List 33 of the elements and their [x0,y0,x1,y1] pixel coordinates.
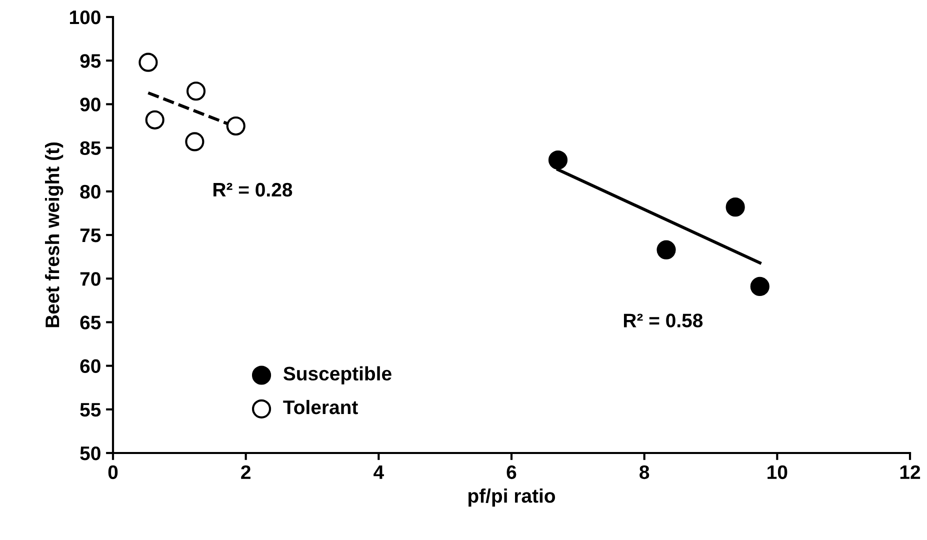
point [226,116,246,136]
point [145,110,164,130]
y-tick-label: 60 [80,359,100,374]
x-tick-label: 2 [241,465,250,479]
x-tick-label: 12 [900,465,920,479]
y-tick-label: 80 [80,184,100,199]
y-tick-label: 50 [80,446,100,460]
y-tick-label: 70 [80,272,100,286]
y-tick-label: 85 [80,141,101,156]
point [548,150,568,170]
point [750,276,770,296]
x-tick-label: 6 [506,465,516,480]
point [138,52,158,72]
y-tick-label: 75 [80,228,101,242]
x-axis-title: pf/pi ratio [468,488,556,507]
y-tick-label: 55 [80,403,101,417]
point [185,132,204,152]
point [656,240,676,260]
annotation: R² = 0.28 [214,182,292,197]
legend-label: Susceptible [283,366,392,384]
y-tick-label: 65 [80,316,101,330]
annotation: R² = 0.58 [624,314,703,328]
point [186,82,206,101]
y-tick-label: 95 [80,54,101,68]
x-tick-label: 0 [108,465,118,480]
y-tick-label: 100 [70,10,100,24]
x-tick-label: 8 [640,465,650,480]
legend-label: Tolerant [283,400,358,414]
point [726,198,745,217]
x-tick-label: 10 [768,465,788,480]
x-tick-label: 4 [374,466,384,479]
y-tick-label: 90 [80,98,100,112]
y-axis-title: Beet fresh weight (t) [44,142,64,328]
